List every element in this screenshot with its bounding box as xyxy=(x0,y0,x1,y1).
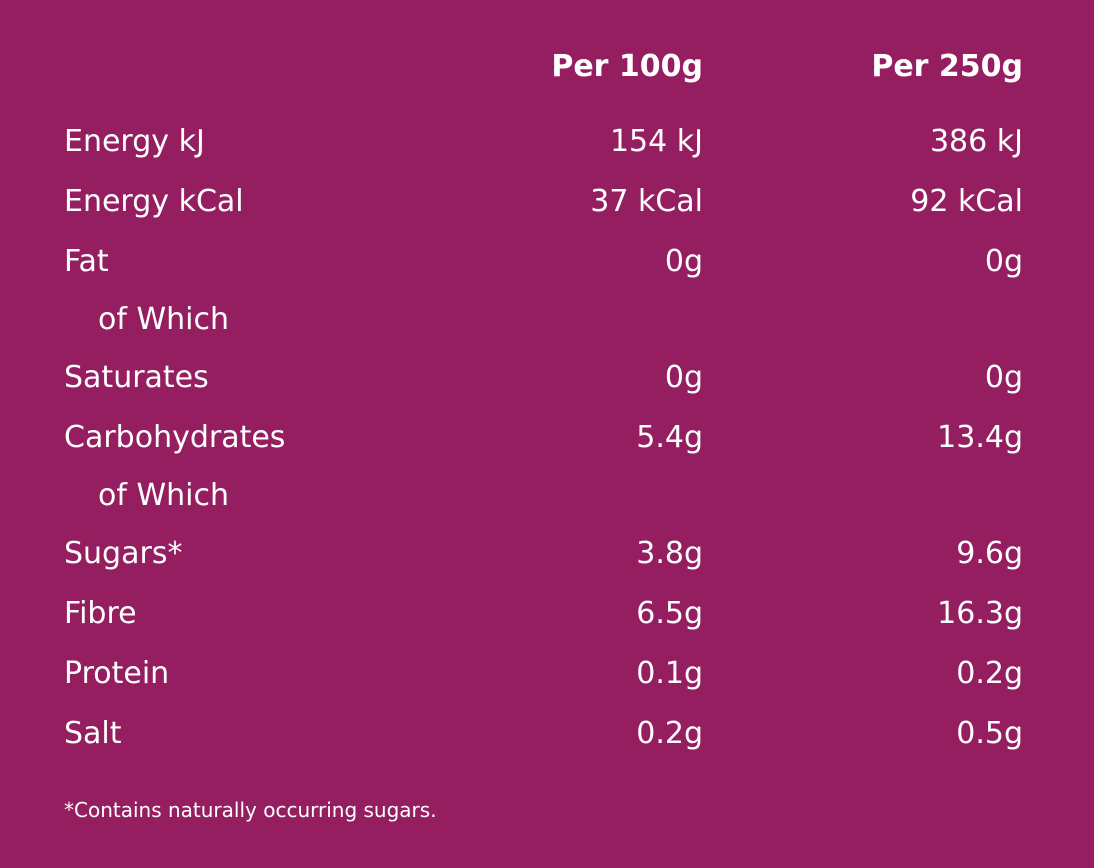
nutrition-table-header: Per 100g Per 250g xyxy=(0,47,1094,87)
nutrition-row-salt: Salt 0.2g 0.5g xyxy=(0,704,1094,764)
nutrition-row-carbs-of-which: of Which xyxy=(0,468,1094,524)
nutrient-value-per-100g: 3.8g xyxy=(636,536,703,571)
column-header-per-250g: Per 250g xyxy=(871,49,1023,84)
nutrient-value-per-250g: 0g xyxy=(984,360,1023,395)
sub-heading-label: of Which xyxy=(98,478,229,513)
nutrient-label: Carbohydrates xyxy=(64,420,286,455)
nutrient-value-per-250g: 0.2g xyxy=(956,656,1023,691)
nutrient-label: Sugars* xyxy=(64,536,183,571)
nutrient-value-per-100g: 0g xyxy=(664,244,703,279)
nutrition-row-fat: Fat 0g 0g xyxy=(0,232,1094,292)
nutrient-value-per-100g: 6.5g xyxy=(636,596,703,631)
nutrient-value-per-100g: 154 kJ xyxy=(609,124,703,159)
nutrient-value-per-250g: 92 kCal xyxy=(910,184,1023,219)
nutrient-value-per-100g: 5.4g xyxy=(636,420,703,455)
nutrient-value-per-250g: 0.5g xyxy=(956,716,1023,751)
nutrition-row-fat-of-which: of Which xyxy=(0,292,1094,348)
nutrition-row-protein: Protein 0.1g 0.2g xyxy=(0,644,1094,704)
column-header-per-100g: Per 100g xyxy=(551,49,703,84)
nutrient-value-per-100g: 0g xyxy=(664,360,703,395)
nutrition-row-fibre: Fibre 6.5g 16.3g xyxy=(0,584,1094,644)
nutrition-row-saturates: Saturates 0g 0g xyxy=(0,348,1094,408)
nutrient-value-per-100g: 37 kCal xyxy=(590,184,703,219)
nutrient-value-per-250g: 386 kJ xyxy=(929,124,1023,159)
nutrient-value-per-250g: 0g xyxy=(984,244,1023,279)
nutrient-label: Energy kCal xyxy=(64,184,244,219)
nutrient-value-per-100g: 0.2g xyxy=(636,716,703,751)
nutrient-label: Fat xyxy=(64,244,109,279)
nutrition-row-energy-kj: Energy kJ 154 kJ 386 kJ xyxy=(0,112,1094,172)
nutrition-row-energy-kcal: Energy kCal 37 kCal 92 kCal xyxy=(0,172,1094,232)
nutrient-label: Fibre xyxy=(64,596,137,631)
nutrient-value-per-250g: 16.3g xyxy=(937,596,1023,631)
nutrient-value-per-250g: 13.4g xyxy=(937,420,1023,455)
nutrient-label: Energy kJ xyxy=(64,124,205,159)
sub-heading-label: of Which xyxy=(98,302,229,337)
nutrition-table: Energy kJ 154 kJ 386 kJ Energy kCal 37 k… xyxy=(0,112,1094,764)
nutrient-value-per-250g: 9.6g xyxy=(956,536,1023,571)
nutrient-label: Protein xyxy=(64,656,170,691)
nutrient-label: Saturates xyxy=(64,360,209,395)
sugars-footnote: *Contains naturally occurring sugars. xyxy=(64,798,437,822)
nutrition-row-carbohydrates: Carbohydrates 5.4g 13.4g xyxy=(0,408,1094,468)
nutrition-row-sugars: Sugars* 3.8g 9.6g xyxy=(0,524,1094,584)
nutrient-label: Salt xyxy=(64,716,122,751)
nutrient-value-per-100g: 0.1g xyxy=(636,656,703,691)
